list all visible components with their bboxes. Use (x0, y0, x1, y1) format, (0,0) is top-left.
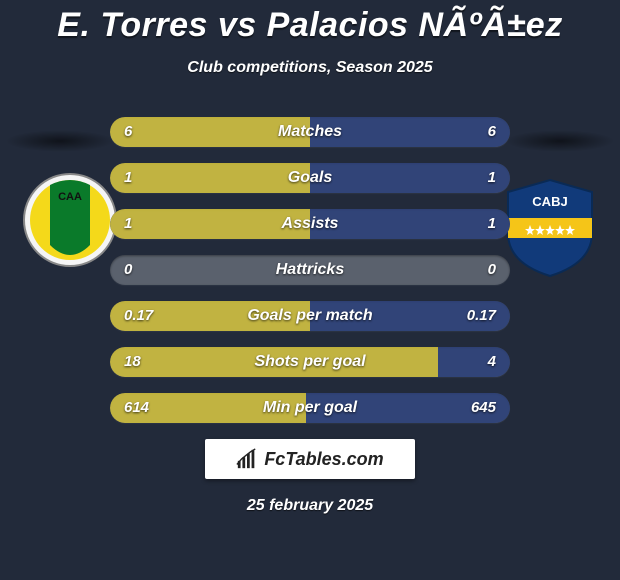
stat-row: Goals per match0.17 0.17 (110, 301, 510, 331)
date: 25 february 2025 (0, 497, 620, 515)
stat-label: Shots per goal (110, 347, 510, 377)
chart-icon (236, 448, 258, 470)
stat-row: Min per goal614 645 (110, 393, 510, 423)
player-shadow-left (5, 130, 115, 152)
stat-row: Assists1 1 (110, 209, 510, 239)
stat-value-left: 1 (124, 209, 132, 239)
stat-label: Goals per match (110, 301, 510, 331)
subtitle: Club competitions, Season 2025 (0, 59, 620, 77)
watermark: FcTables.com (205, 439, 415, 479)
stat-label: Assists (110, 209, 510, 239)
stat-label: Matches (110, 117, 510, 147)
player-shadow-right (505, 130, 615, 152)
stats-table: Matches66Goals11Assists11Hattricks00Goal… (110, 117, 510, 423)
team-badge-left: CAA (20, 170, 120, 270)
badge-left-text: CAA (58, 191, 82, 203)
stat-value-left: 18 (124, 347, 141, 377)
stat-value-right: 4 (488, 347, 496, 377)
watermark-text: FcTables.com (264, 449, 383, 470)
stat-value-right: 0 (488, 255, 496, 285)
stat-value-right: 645 (471, 393, 496, 423)
team-badge-right: CABJ (500, 178, 600, 278)
stat-row: Shots per goal18 4 (110, 347, 510, 377)
badge-right-text: CABJ (532, 194, 567, 209)
stat-label: Hattricks (110, 255, 510, 285)
stat-label: Goals (110, 163, 510, 193)
stat-row: Goals1 1 (110, 163, 510, 193)
stat-value-left: 6 (124, 117, 132, 147)
stat-label: Min per goal (110, 393, 510, 423)
stat-value-left: 0.17 (124, 301, 153, 331)
stat-value-left: 614 (124, 393, 149, 423)
stat-value-left: 1 (124, 163, 132, 193)
stat-value-left: 0 (124, 255, 132, 285)
stat-row: Hattricks0 0 (110, 255, 510, 285)
stat-value-right: 1 (488, 163, 496, 193)
page-title: E. Torres vs Palacios NÃºÃ±ez (0, 0, 620, 45)
stat-value-right: 6 (488, 117, 496, 147)
stat-row: Matches6 6 (110, 117, 510, 147)
stat-value-right: 0.17 (467, 301, 496, 331)
stat-value-right: 1 (488, 209, 496, 239)
